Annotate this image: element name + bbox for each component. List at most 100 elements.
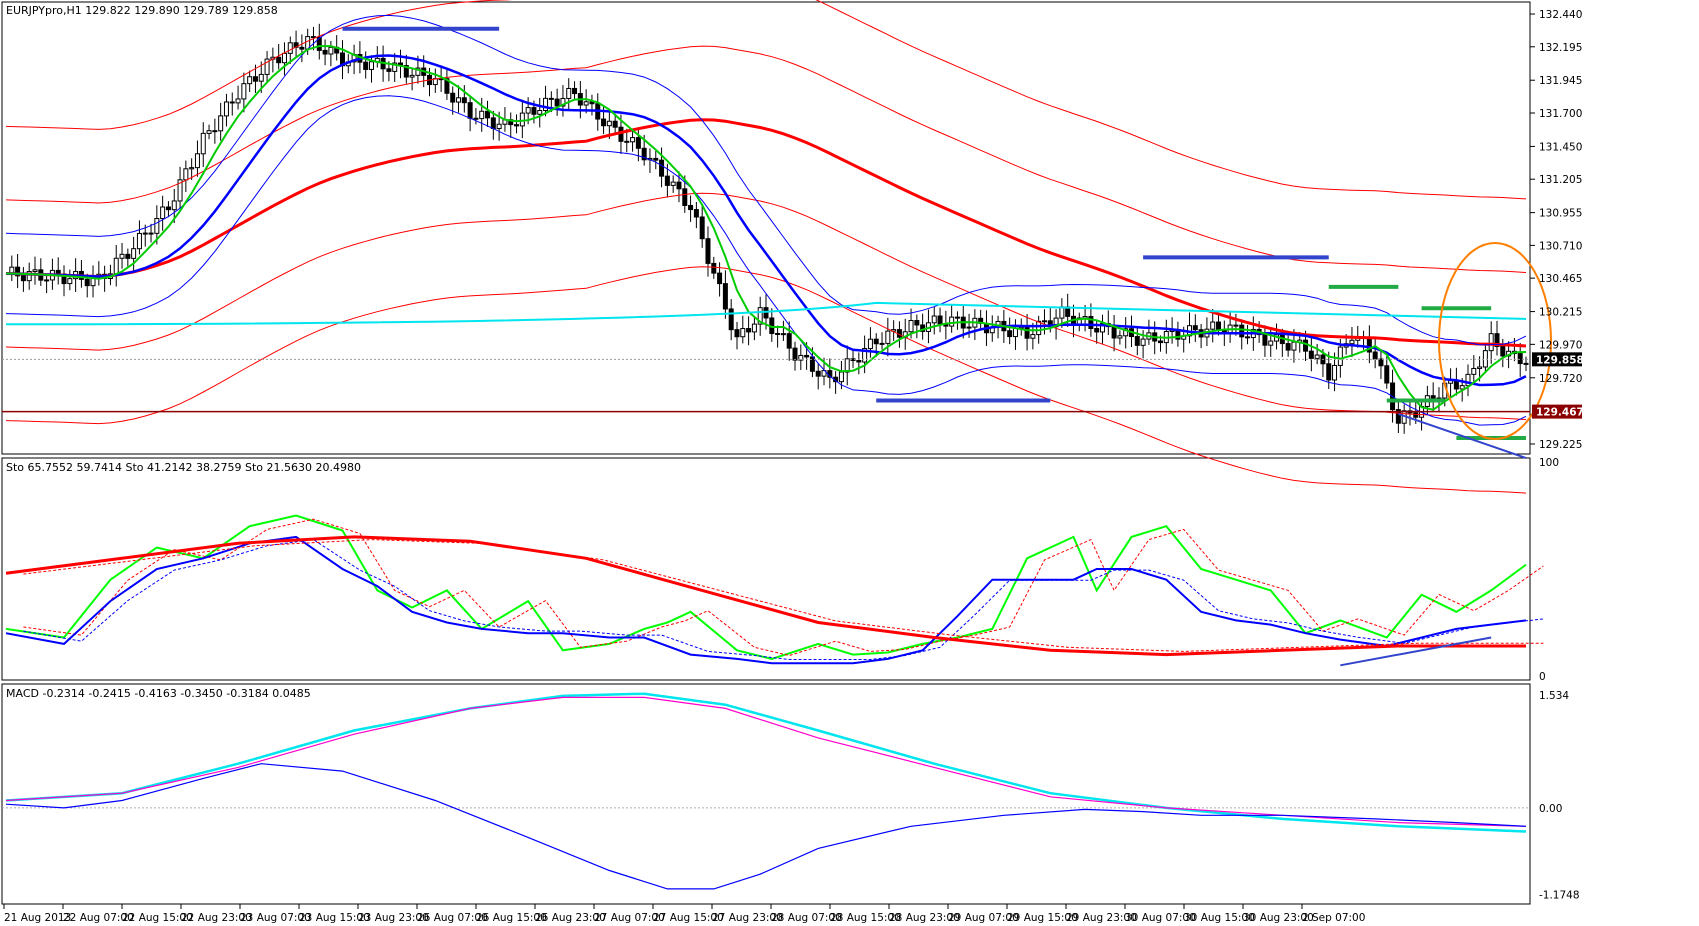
candle-body [281, 52, 287, 64]
sto-tick-label: 100 [1539, 457, 1559, 469]
candle-body [409, 74, 415, 78]
candle-body [212, 130, 218, 133]
candle-body [322, 49, 328, 55]
candle-body [815, 370, 821, 377]
price-tick-label: 132.440 [1539, 9, 1582, 21]
candle-body [189, 167, 195, 170]
candle-body [496, 123, 502, 130]
candle-body [1384, 365, 1390, 384]
candle-body [653, 157, 659, 161]
macd-main-blue [5, 763, 1527, 890]
candle-body [258, 73, 264, 82]
macd-tick-label: -1.1748 [1539, 889, 1580, 901]
candle-body [1459, 385, 1465, 390]
candle-body [1349, 339, 1355, 345]
candle-body [450, 92, 456, 103]
candle-body [368, 61, 374, 70]
stochastic-axis: 100 0 [1539, 457, 1559, 683]
support-level-tag-bg [1532, 404, 1582, 419]
candle-body [1482, 350, 1488, 368]
candle-body [554, 98, 560, 107]
sto-mid-blue-signal [23, 539, 1544, 660]
candle-body [682, 188, 688, 206]
candle-body [125, 253, 131, 259]
sto-tick-label: 0 [1539, 671, 1546, 683]
candle-body [606, 120, 612, 127]
candle-body [183, 168, 189, 181]
price-tick-label: 132.195 [1539, 42, 1582, 54]
candle-body [131, 248, 137, 259]
candle-body [1210, 321, 1216, 330]
stochastic-pane[interactable] [1, 457, 1531, 681]
candle-body [223, 101, 229, 117]
candle-body [1517, 353, 1523, 365]
candle-body [693, 209, 699, 218]
candle-body [809, 356, 815, 372]
candle-body [740, 328, 746, 338]
candle-body [844, 358, 850, 373]
candle-body [641, 147, 647, 161]
candle-body [276, 56, 282, 64]
price-tick-label: 130.215 [1539, 307, 1582, 319]
time-label: 22 Aug 23:00 [181, 912, 252, 924]
sto-mid-blue [5, 535, 1527, 665]
candle-body [1059, 306, 1065, 319]
candle-body [525, 107, 531, 114]
candle-body [386, 68, 392, 72]
candle-body [937, 315, 943, 325]
time-label: 22 Aug 07:00 [63, 912, 134, 924]
candle-body [479, 110, 485, 120]
candle-body [200, 132, 206, 155]
candle-body [1245, 336, 1251, 339]
price-tick-label: 131.205 [1539, 174, 1582, 186]
price-tick-label: 130.710 [1539, 240, 1582, 252]
candle-body [1326, 363, 1332, 381]
candle-body [1308, 350, 1314, 359]
candle-body [299, 46, 305, 50]
sto-slow-red [5, 535, 1526, 657]
candle-body [142, 232, 148, 235]
candle-body [914, 320, 920, 326]
time-label: 2 Sep 07:00 [1302, 912, 1365, 924]
price-series-layer [2, 0, 1552, 494]
time-label: 27 Aug 15:00 [653, 912, 724, 924]
candle-body [705, 238, 711, 264]
candle-body [171, 200, 177, 211]
candle-body [1488, 333, 1494, 352]
time-label: 30 Aug 23:00 [1243, 912, 1314, 924]
candle-body [1332, 364, 1338, 381]
support-level-tag: 129.467 [1536, 407, 1584, 419]
candle-body [1378, 358, 1384, 367]
candle-body [931, 315, 937, 324]
candle-body [148, 232, 154, 235]
candle-body [456, 97, 462, 103]
candle-body [670, 181, 676, 186]
candle-body [32, 269, 38, 273]
candle-body [1494, 333, 1500, 347]
macd-title: MACD -0.2314 -0.2415 -0.4163 -0.3450 -0.… [6, 687, 311, 700]
time-label: 22 Aug 15:00 [122, 912, 193, 924]
candle-body [26, 271, 32, 282]
candle-body [746, 328, 752, 333]
candle-body [467, 102, 473, 119]
candle-body [659, 159, 665, 177]
candle-body [1523, 362, 1529, 365]
time-label: 28 Aug 07:00 [771, 912, 842, 924]
candle-body [1134, 336, 1140, 346]
candle-body [287, 42, 293, 54]
candle-body [699, 216, 705, 240]
candle-body [804, 354, 810, 358]
candle-body [328, 46, 334, 55]
candle-body [566, 87, 572, 99]
candle-body [461, 97, 467, 104]
price-tick-label: 129.720 [1539, 373, 1582, 385]
candle-body [1030, 334, 1036, 339]
macd-pane[interactable] [1, 683, 1531, 905]
band-lower-red [5, 192, 1527, 421]
price-tick-label: 130.955 [1539, 208, 1582, 220]
candle-body [363, 61, 369, 70]
trendline-price [1398, 412, 1527, 459]
time-label: 30 Aug 07:00 [1125, 912, 1196, 924]
